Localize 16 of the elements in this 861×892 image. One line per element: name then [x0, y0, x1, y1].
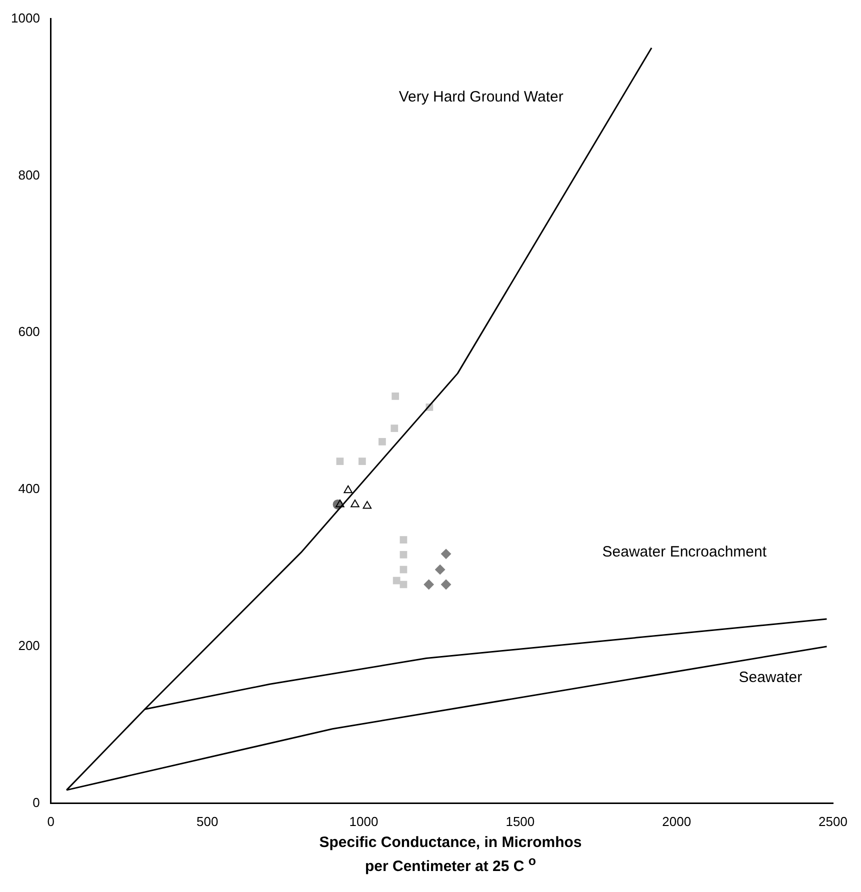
y-tick-label: 600 — [18, 324, 40, 340]
annotation: Seawater Encroachment — [602, 543, 768, 560]
y-tick-label: 800 — [18, 167, 40, 182]
y-tick-label: 200 — [18, 638, 40, 654]
x-axis-title: Specific Conductance, in Micromhos per Centimeter at 25 C $^{o}$ — [318, 833, 583, 876]
y-tick-label: 1000 — [11, 10, 40, 26]
x-tick-label: 500 — [196, 814, 218, 829]
x-tick-label: 2000 — [662, 814, 692, 829]
y-tick-label: 0 — [32, 794, 40, 810]
x-tick-label: 0 — [47, 814, 55, 829]
x-tick-label: 1500 — [506, 814, 535, 829]
annotation: Very Hard Ground Water — [398, 88, 564, 106]
x-tick-label: 2500 — [818, 814, 848, 829]
x-tick-label: 1000 — [349, 814, 378, 829]
y-tick-label: 400 — [18, 481, 40, 496]
annotation: Seawater — [738, 669, 802, 686]
